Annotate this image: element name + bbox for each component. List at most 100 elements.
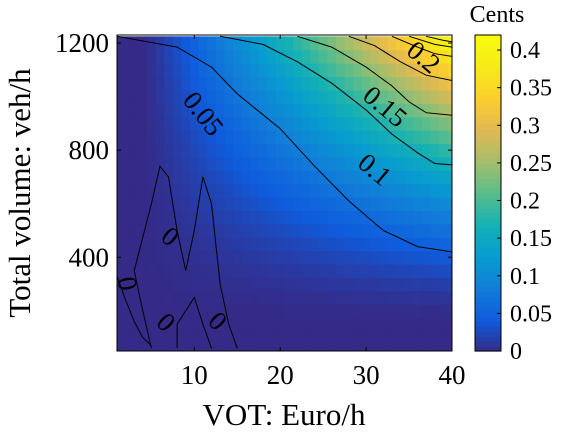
heatmap-cell (413, 156, 423, 171)
heatmap-cell (370, 183, 380, 198)
heatmap-cell (155, 330, 165, 345)
heatmap-cell (190, 36, 200, 51)
heatmap-cell (421, 277, 432, 292)
colorbar-step (475, 163, 501, 169)
heatmap-cell (207, 103, 217, 118)
heatmap-cell (215, 290, 225, 305)
heatmap-cell (181, 130, 191, 145)
heatmap-cell (121, 170, 131, 185)
heatmap-cell (353, 130, 363, 145)
heatmap-cell (284, 290, 294, 305)
colorbar-step (475, 94, 501, 100)
heatmap-cell (404, 116, 414, 131)
heatmap-cell (172, 290, 183, 305)
heatmap-cell (421, 237, 432, 252)
heatmap-cell (250, 49, 260, 64)
heatmap-cell (396, 344, 406, 351)
heatmap-cell (190, 170, 200, 185)
heatmap-cell (353, 156, 363, 171)
heatmap-cell (172, 116, 183, 131)
heatmap-cell (310, 49, 320, 64)
heatmap-cell (267, 130, 277, 145)
heatmap-cell (258, 130, 268, 145)
heatmap-cell (207, 63, 217, 78)
heatmap-cell (172, 277, 183, 292)
heatmap-cell (439, 49, 449, 64)
heatmap-cell (387, 156, 397, 171)
heatmap-cell (327, 63, 337, 78)
colorbar-step (475, 321, 501, 327)
heatmap-cell (430, 250, 440, 265)
heatmap-cell (147, 89, 157, 104)
heatmap-cell (447, 76, 452, 91)
heatmap-cell (172, 183, 183, 198)
heatmap-cell (284, 49, 294, 64)
heatmap-cell (293, 277, 303, 292)
heatmap-cell (138, 143, 148, 158)
heatmap-cell (155, 250, 165, 265)
heatmap-cell (310, 263, 320, 278)
heatmap-cell (439, 116, 449, 131)
heatmap-cell (387, 304, 397, 319)
heatmap-cell (361, 317, 371, 332)
heatmap-cell (344, 210, 354, 225)
heatmap-cell (353, 103, 363, 118)
heatmap-cell (147, 170, 157, 185)
heatmap-cell (430, 223, 440, 238)
heatmap-cell (138, 290, 148, 305)
heatmap-cell (421, 210, 432, 225)
colorbar-step (475, 138, 501, 145)
heatmap-cell (353, 197, 363, 212)
colorbar-step (475, 109, 501, 115)
heatmap-cell (215, 156, 225, 171)
heatmap-cell (224, 223, 234, 238)
heatmap-cell (327, 250, 337, 265)
colorbar-tick-label: 0.05 (510, 301, 552, 327)
heatmap-cell (215, 103, 225, 118)
heatmap-cell (117, 290, 122, 305)
heatmap-cell (129, 116, 140, 131)
heatmap-cell (353, 143, 363, 158)
colorbar-step (475, 59, 501, 66)
heatmap-cell (155, 116, 165, 131)
heatmap-cell (164, 317, 174, 332)
heatmap-cell (275, 143, 286, 158)
heatmap-cell (413, 277, 423, 292)
colorbar-step (475, 311, 501, 318)
heatmap-cell (439, 223, 449, 238)
heatmap-cell (121, 63, 131, 78)
heatmap-cell (293, 143, 303, 158)
heatmap-cell (370, 237, 380, 252)
heatmap-cell (439, 76, 449, 91)
heatmap-cell (190, 76, 200, 91)
heatmap-cell (293, 63, 303, 78)
heatmap-cell (353, 63, 363, 78)
heatmap-cell (198, 330, 208, 345)
heatmap-cell (117, 130, 122, 145)
heatmap-cell (121, 116, 131, 131)
x-tick-label: 10 (181, 360, 208, 390)
heatmap-cell (215, 116, 225, 131)
heatmap-cell (284, 250, 294, 265)
heatmap-cell (353, 330, 363, 345)
heatmap-cell (293, 197, 303, 212)
heatmap-cell (267, 210, 277, 225)
colorbar-step (475, 197, 501, 204)
heatmap-cell (344, 223, 354, 238)
heatmap-cell (413, 143, 423, 158)
heatmap-cell (378, 49, 389, 64)
colorbar-step (475, 168, 501, 174)
heatmap-cell (318, 76, 329, 91)
y-tick-label: 800 (69, 135, 110, 165)
heatmap-cell (267, 250, 277, 265)
heatmap-cell (318, 170, 329, 185)
heatmap-cell (284, 116, 294, 131)
heatmap-cell (344, 197, 354, 212)
heatmap-cell (258, 36, 268, 51)
heatmap-cell (370, 317, 380, 332)
heatmap-cell (396, 223, 406, 238)
contour-line (133, 165, 238, 349)
heatmap-cell (155, 170, 165, 185)
heatmap-cell (439, 183, 449, 198)
heatmap-cell (190, 250, 200, 265)
